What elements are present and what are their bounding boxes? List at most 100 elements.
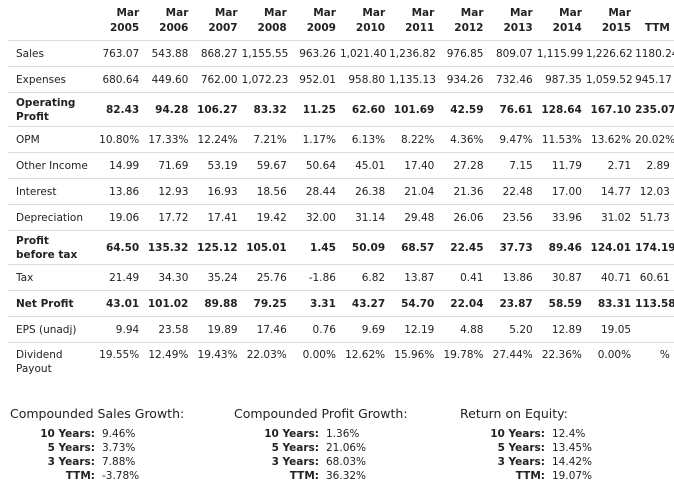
table-cell: 19.43% (197, 349, 238, 361)
table-cell: 27.28 (438, 152, 488, 179)
table-header-row: Mar 2005 Mar 2006 Mar 2007 Mar 2008 Mar 2009 Mar 20… (8, 0, 674, 41)
growth-period-label: TTM: (515, 470, 545, 482)
table-cell: 3.31 (290, 290, 340, 317)
column-header: Mar 2011 (389, 0, 439, 41)
table-cell: 5.20 (487, 316, 537, 343)
column-header: Mar 2008 (241, 0, 291, 41)
table-cell: 1,226.62 (585, 40, 636, 67)
growth-value: 21.06% (326, 442, 367, 454)
table-cell: 27.44% (492, 349, 533, 361)
row-label: Profit before tax (8, 230, 94, 265)
table-row: Net Profit 43.01 101.02 89.88 79.25 3.31 43.27… (8, 290, 674, 317)
table-cell: 124.01 (585, 230, 636, 265)
column-header: Mar 2014 (536, 0, 586, 41)
table-cell: 1,135.13 (389, 66, 439, 93)
table-cell: 29.48 (389, 204, 439, 231)
table-row: Operating Profit 82.43 94.28 106.27 83.32 11.… (8, 92, 674, 127)
column-header: Mar 2010 (339, 0, 390, 41)
table-cell: 963.26 (290, 40, 340, 67)
table-cell: 12.89 (536, 316, 586, 343)
table-cell: 21.49 (94, 264, 144, 291)
table-cell: 23.58 (143, 316, 193, 343)
growth-value: 1.36% (326, 428, 360, 440)
table-cell: 64.50 (94, 230, 144, 265)
table-cell: 82.43 (94, 92, 144, 127)
table-cell: 987.35 (536, 66, 586, 93)
column-header: Mar 2005 (94, 0, 144, 41)
table-cell: 101.69 (389, 92, 439, 127)
table-cell: 976.85 (438, 40, 488, 67)
table-cell: 680.64 (94, 66, 144, 93)
table-cell: 50.64 (290, 152, 340, 179)
table-cell: 19.06 (94, 204, 144, 231)
table-cell: 12.93 (143, 178, 193, 205)
table-cell: 54.70 (389, 290, 439, 317)
column-header: Mar 2015 (585, 0, 636, 41)
table-cell: 19.78% (443, 349, 484, 361)
table-cell: 235.07 (635, 92, 674, 127)
table-row: Tax 21.49 34.30 35.24 25.76 -1.86 6.82 13.87 0.4… (8, 264, 674, 291)
growth-panel-title: Compounded Sales Growth: (10, 406, 185, 421)
table-cell: 0.76 (290, 316, 340, 343)
table-cell: 12.19 (389, 316, 439, 343)
table-cell: 42.59 (438, 92, 488, 127)
table-cell: % (659, 349, 670, 361)
table-cell: 40.71 (585, 264, 636, 291)
row-label-header (8, 0, 94, 41)
row-label: Tax (8, 264, 94, 291)
table-cell: 1,155.55 (241, 40, 291, 67)
table-cell: 23.87 (487, 290, 537, 317)
table-cell: 14.77 (585, 178, 636, 205)
table-row: Interest 13.86 12.93 16.93 18.56 28.44 26.38 21… (8, 178, 674, 205)
table-cell: 13.86 (487, 264, 537, 291)
table-cell: 51.73 (635, 204, 674, 231)
table-cell: 12.03 (635, 178, 674, 205)
growth-value: 7.88% (102, 456, 136, 468)
column-header-month: Mar (559, 7, 582, 19)
column-header-year: 2005 (109, 22, 140, 34)
growth-value: 14.42% (552, 456, 593, 468)
table-cell: 12.62% (345, 349, 386, 361)
table-cell: 11.25 (290, 92, 340, 127)
row-label: Sales (8, 40, 94, 67)
growth-period-label: 3 Years: (271, 456, 319, 468)
table-cell: 868.27 (192, 40, 242, 67)
table-cell: 26.38 (339, 178, 390, 205)
table-cell: 16.93 (192, 178, 242, 205)
table-cell: 19.55% (99, 349, 140, 361)
table-cell: 15.96% (394, 349, 435, 361)
column-header-year: 2012 (454, 22, 484, 34)
table-cell: 43.27 (339, 290, 390, 317)
table-cell: 19.05 (585, 316, 636, 343)
growth-value: 36.32% (326, 470, 367, 482)
table-row: Other Income 14.99 71.69 53.19 59.67 50.64 45.… (8, 152, 674, 179)
table-cell (635, 316, 674, 343)
table-cell: 0.00% (597, 349, 632, 361)
growth-value: 9.46% (102, 428, 136, 440)
table-cell: 33.96 (536, 204, 586, 231)
column-header: Mar 2006 (143, 0, 193, 41)
row-label: Expenses (8, 66, 94, 93)
table-cell: 11.53% (536, 126, 586, 153)
column-header: Mar 2012 (438, 0, 488, 41)
table-cell: 105.01 (241, 230, 291, 265)
column-header-year: 2009 (306, 22, 336, 34)
column-header-month: Mar (411, 7, 435, 19)
growth-row: 10 Years: 12.4% (460, 427, 660, 441)
row-label: Net Profit (8, 290, 94, 317)
table-cell: 0.00% (302, 349, 336, 361)
table-cell: 60.61 (635, 264, 674, 291)
table-row: Dividend Payout 19.55% 12.49% 19.43% 22.03% 0… (8, 343, 674, 383)
column-header-month: Mar (313, 7, 336, 19)
table-cell: 22.45 (438, 230, 488, 265)
growth-row: 10 Years: 1.36% (234, 427, 434, 441)
table-cell: 83.32 (241, 92, 291, 127)
growth-value: 68.03% (326, 456, 367, 468)
table-cell: 22.48 (487, 178, 537, 205)
table-cell: 9.94 (94, 316, 144, 343)
growth-row: 3 Years: 14.42% (460, 455, 660, 469)
table-cell: 113.58 (635, 290, 674, 317)
table-cell: 6.13% (339, 126, 390, 153)
table-cell: 17.46 (241, 316, 291, 343)
column-header-month: Mar (362, 7, 386, 19)
